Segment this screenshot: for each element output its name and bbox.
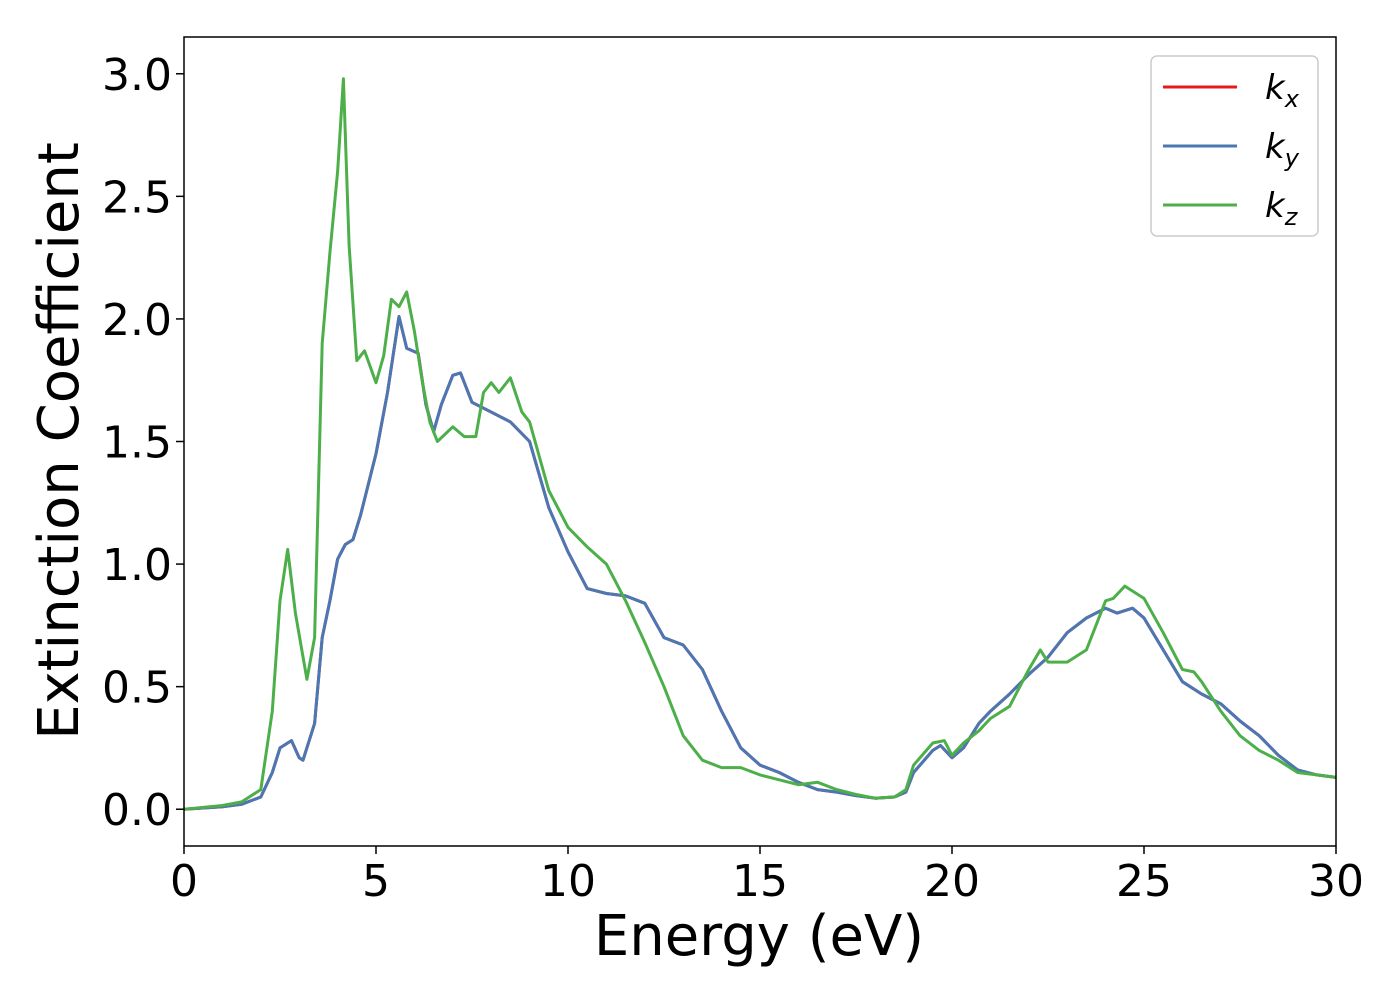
y-tick-label: 0.0: [102, 785, 172, 836]
x-tick-label: 25: [1116, 856, 1172, 907]
x-tick-label: 30: [1308, 856, 1364, 907]
x-tick-label: 5: [362, 856, 390, 907]
series-line-kx: [184, 315, 1336, 811]
y-tick-label: 3.0: [102, 50, 172, 101]
series-line-ky: [184, 315, 1336, 811]
y-tick-label: 2.0: [102, 295, 172, 346]
series-layer: [184, 77, 1336, 811]
y-tick-label: 1.5: [102, 418, 172, 469]
y-tick-label: 2.5: [102, 172, 172, 223]
y-tick-label: 0.5: [102, 663, 172, 714]
axes-layer: 0 5 10 15 20 25 30 0.0 0.5 1.0 1.5 2.0 2.5 3.0: [102, 36, 1364, 907]
y-axis-title: Extinction Coefficient: [27, 142, 92, 740]
x-tick-label: 20: [924, 856, 980, 907]
series-line-kz: [184, 77, 1336, 811]
x-tick-label: 15: [732, 856, 788, 907]
y-tick-label: 1.0: [102, 540, 172, 591]
x-axis-title: Energy (eV): [594, 904, 924, 969]
x-tick-label: 0: [170, 856, 198, 907]
x-tick-label: 10: [540, 856, 596, 907]
